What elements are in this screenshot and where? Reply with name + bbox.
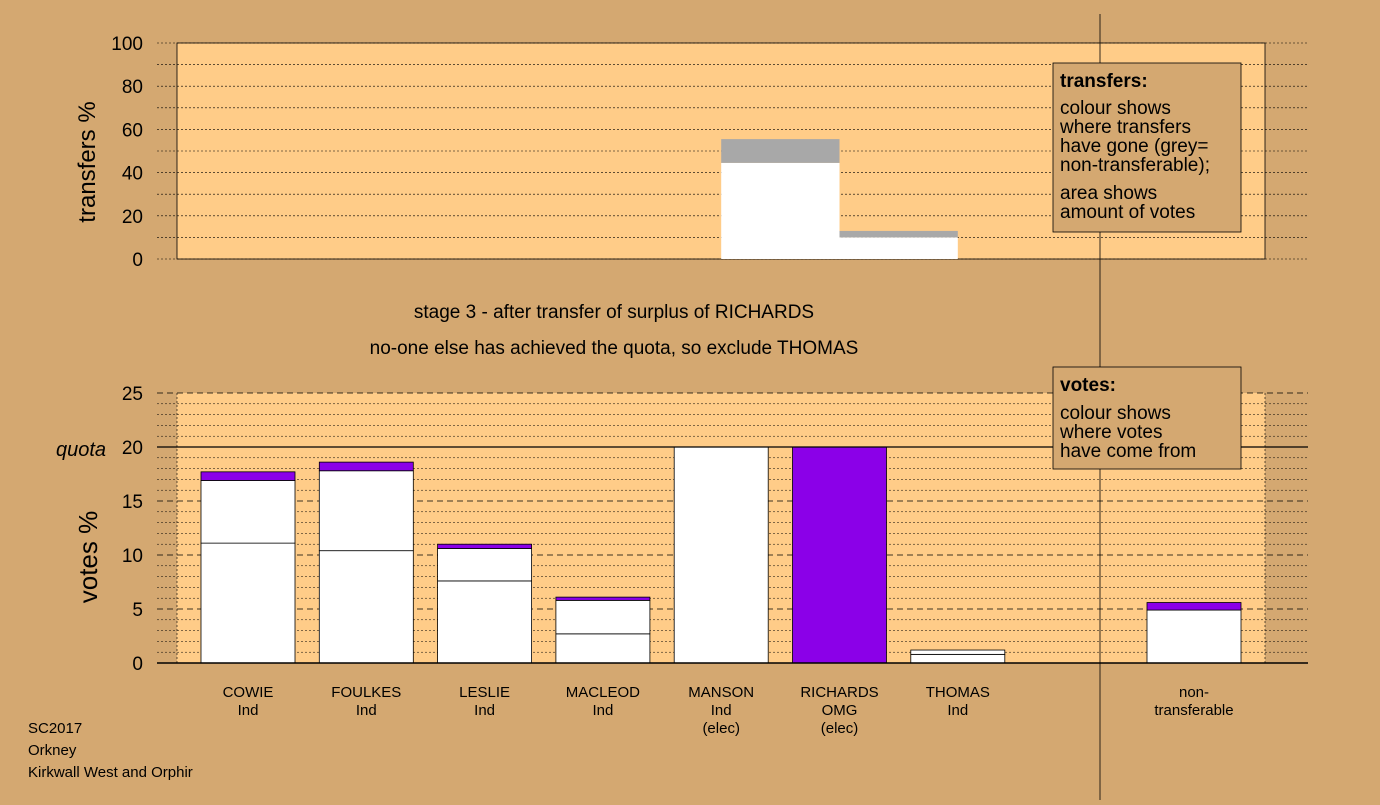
votes-y-ticks: 0 5 10 15 20 25 (122, 384, 143, 675)
votes-legend-line: colour shows (1060, 403, 1171, 424)
transfers-legend-line: area shows (1060, 183, 1157, 204)
votes-y-tick-label: 20 (122, 438, 143, 459)
candidate-status-label: (elec) (702, 720, 740, 737)
candidate-name-label: LESLIE (459, 684, 510, 701)
votes-category-labels: COWIEIndFOULKESIndLESLIEIndMACLEODIndMAN… (223, 684, 1234, 737)
candidate-party-label: Ind (356, 702, 377, 719)
transfers-y-tick-label: 40 (122, 164, 143, 185)
votes-bar-segment (910, 653, 1006, 664)
transfers-y-tick-label: 80 (122, 77, 143, 98)
votes-bar-segment (318, 461, 414, 472)
footer-ward: Kirkwall West and Orphir (28, 764, 193, 781)
quota-label: quota (56, 439, 106, 461)
transfers-legend-line: where transfers (1059, 117, 1191, 138)
transfer-segment (839, 237, 958, 259)
votes-bars (157, 446, 1308, 664)
votes-bar-segment (555, 596, 651, 601)
votes-y-tick-label: 25 (122, 384, 143, 405)
votes-y-tick-label: 5 (132, 600, 143, 621)
nontransferable-bar-segment (1146, 609, 1242, 664)
candidate-name-label: FOULKES (331, 684, 401, 701)
votes-legend-title: votes: (1060, 375, 1116, 396)
transfers-legend-line: colour shows (1060, 98, 1171, 119)
nontransferable-label: non- (1179, 684, 1209, 701)
candidate-name-label: MACLEOD (566, 684, 640, 701)
votes-y-tick-label: 10 (122, 546, 143, 567)
votes-bar-segment (200, 480, 296, 544)
footer-election: SC2017 (28, 720, 82, 737)
candidate-party-label: OMG (822, 702, 858, 719)
transfers-legend: transfers: colour shows where transfers … (1052, 62, 1242, 233)
candidate-name-label: COWIE (223, 684, 274, 701)
candidate-name-label: MANSON (688, 684, 754, 701)
votes-y-tick-label: 0 (132, 654, 143, 675)
votes-bar-segment (318, 550, 414, 664)
stage-subtitle: no-one else has achieved the quota, so e… (370, 338, 859, 359)
transfer-segment (839, 230, 958, 238)
transfers-legend-line: have gone (grey= (1060, 136, 1208, 157)
candidate-party-label: Ind (711, 702, 732, 719)
votes-bar-segment (792, 446, 887, 664)
candidate-name-label: THOMAS (926, 684, 990, 701)
transfers-bars (721, 139, 958, 259)
transfers-legend-line: amount of votes (1060, 202, 1195, 223)
votes-bar-segment (673, 446, 769, 664)
transfers-y-tick-label: 20 (122, 207, 143, 228)
votes-legend-line: where votes (1059, 422, 1162, 443)
transfers-y-tick-label: 100 (111, 34, 143, 55)
votes-legend: votes: colour shows where votes have com… (1052, 366, 1242, 470)
transfer-segment (721, 162, 840, 259)
nontransferable-bar-segment (1146, 602, 1242, 611)
transfers-legend-line: non-transferable); (1060, 155, 1210, 176)
votes-bar-segment (437, 580, 533, 664)
votes-bar-segment (318, 470, 414, 552)
transfers-y-ticks: 0 20 40 60 80 100 (111, 34, 143, 271)
votes-bar-segment (555, 633, 651, 664)
transfers-y-tick-label: 0 (132, 250, 143, 271)
votes-bar-segment (910, 649, 1006, 655)
candidate-party-label: Ind (592, 702, 613, 719)
votes-bar-segment (200, 542, 296, 664)
candidate-party-label: Ind (238, 702, 259, 719)
votes-bar-segment (437, 548, 533, 582)
candidate-status-label: (elec) (821, 720, 859, 737)
candidate-party-label: Ind (474, 702, 495, 719)
transfers-legend-title: transfers: (1060, 71, 1148, 92)
footer-council: Orkney (28, 742, 77, 759)
votes-bar-segment (555, 599, 651, 635)
candidate-party-label: Ind (947, 702, 968, 719)
votes-bar-segment (437, 543, 533, 549)
nontransferable-label: transferable (1154, 702, 1233, 719)
votes-bar-segment (200, 471, 296, 481)
candidate-name-label: RICHARDS (800, 684, 878, 701)
stage-title: stage 3 - after transfer of surplus of R… (414, 302, 814, 323)
transfers-y-tick-label: 60 (122, 120, 143, 141)
transfers-y-axis-label: transfers % (74, 101, 101, 222)
transfer-segment (721, 139, 840, 163)
votes-legend-line: have come from (1060, 441, 1196, 462)
votes-y-tick-label: 15 (122, 492, 143, 513)
votes-y-axis-label: votes % (73, 511, 103, 604)
